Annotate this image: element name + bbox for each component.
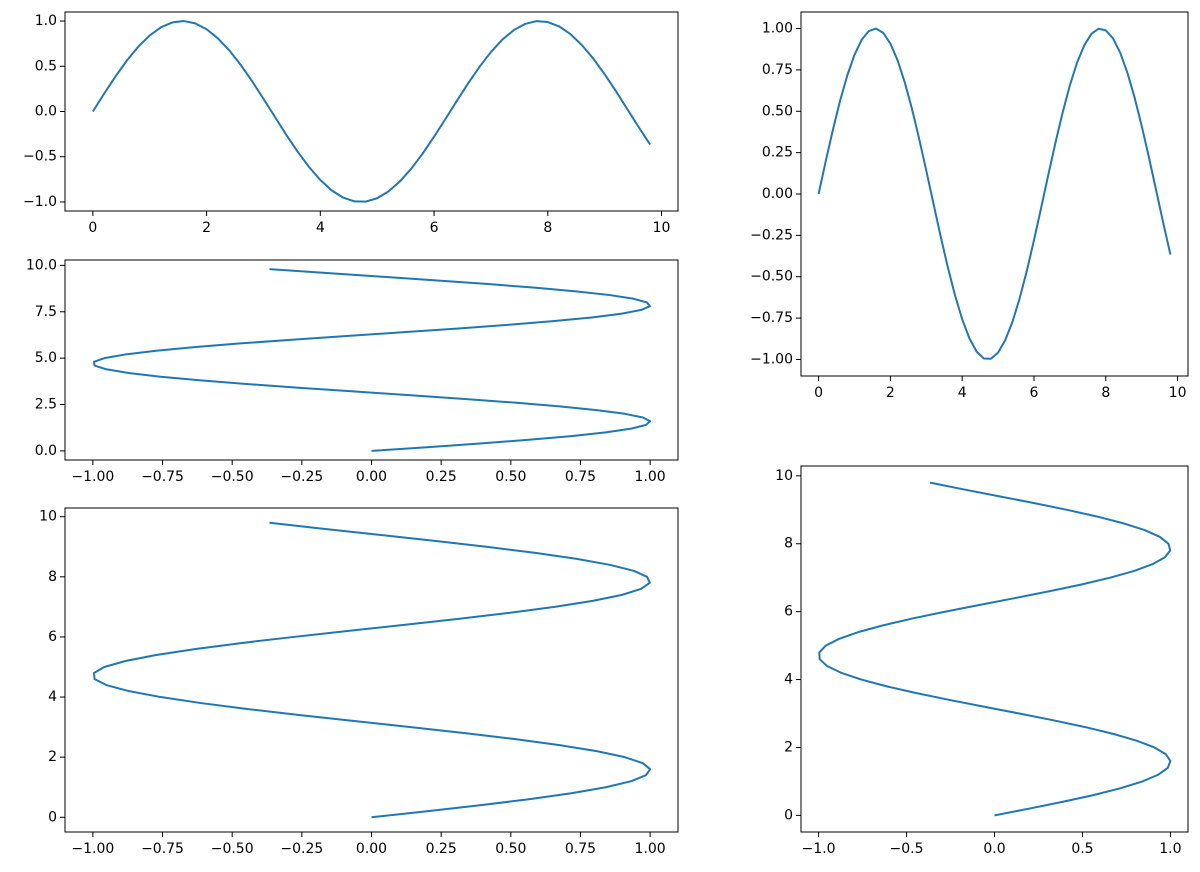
axes-background [65,508,678,832]
x-tick-label: 10 [1169,385,1187,401]
line [92,20,651,203]
x-tick-label: 0.50 [495,841,526,857]
x-tick-label: 4 [958,385,967,401]
y-tick-label: 0.0 [35,104,57,120]
x-tick-label: −1.0 [802,841,836,857]
x-tick-label: −0.25 [280,841,323,857]
y-tick-label: 6 [784,604,793,620]
x-tick-label: −0.5 [890,841,924,857]
x-tick-label: −0.25 [280,469,323,485]
x-tick-label: 6 [1030,385,1039,401]
y-tick-label: 0.0 [35,443,57,459]
x-tick-label: 10 [653,220,671,236]
x-tick-label: −0.50 [211,469,254,485]
y-tick-label: 0 [784,807,793,823]
y-tick-label: 0.50 [762,103,793,119]
axes-background [65,260,678,460]
x-tick-label: 0.0 [983,841,1005,857]
x-tick-label: 1.0 [1159,841,1181,857]
axes-background [801,12,1188,376]
y-tick-label: 6 [48,629,57,645]
y-tick-label: −0.5 [23,149,57,165]
x-tick-label: 0.75 [565,841,596,857]
y-tick-label: 10 [775,468,793,484]
y-tick-label: 2 [48,749,57,765]
x-tick-label: 6 [430,220,439,236]
axes-background [801,466,1188,832]
y-tick-label: 0.00 [762,186,793,202]
x-tick-label: −1.00 [71,469,114,485]
x-tick-label: 1.00 [635,469,666,485]
line [92,268,652,452]
x-tick-label: −0.50 [211,841,254,857]
x-tick-label: 0.5 [1071,841,1093,857]
x-tick-label: 8 [1101,385,1110,401]
x-tick-label: 0 [814,385,823,401]
y-tick-label: 2.5 [35,397,57,413]
x-tick-label: 1.00 [635,841,666,857]
line [92,521,652,819]
y-tick-label: 1.00 [762,21,793,37]
y-tick-label: 2 [784,739,793,755]
y-tick-label: 8 [48,569,57,585]
y-tick-label: 1.0 [35,13,57,29]
axes-background [65,12,678,211]
x-tick-label: 0 [88,220,97,236]
x-tick-label: 4 [316,220,325,236]
y-tick-label: 4 [48,689,57,705]
x-tick-label: 0.00 [356,469,387,485]
y-tick-label: −1.00 [750,351,793,367]
y-tick-label: 10.0 [26,257,57,273]
y-tick-label: 5.0 [35,350,57,366]
y-tick-label: −0.50 [750,269,793,285]
y-tick-label: 10 [39,509,57,525]
y-tick-label: 7.5 [35,304,57,320]
y-tick-label: −1.0 [23,194,57,210]
x-tick-label: 0.25 [426,841,457,857]
x-tick-label: 8 [543,220,552,236]
y-tick-label: 8 [784,536,793,552]
y-tick-label: −0.25 [750,227,793,243]
y-tick-label: −0.75 [750,310,793,326]
x-tick-label: 2 [886,385,895,401]
x-tick-label: 0.50 [495,469,526,485]
line [817,27,1172,360]
y-tick-label: 0.75 [762,62,793,78]
x-tick-label: 0.00 [356,841,387,857]
x-tick-label: −0.75 [141,469,184,485]
y-tick-label: 0.5 [35,58,57,74]
x-tick-label: 0.75 [565,469,596,485]
x-tick-label: 0.25 [426,469,457,485]
x-tick-label: −1.00 [71,841,114,857]
y-tick-label: 4 [784,672,793,688]
y-tick-label: 0.25 [762,145,793,161]
y-tick-label: 0 [48,809,57,825]
x-tick-label: −0.75 [141,841,184,857]
x-tick-label: 2 [202,220,211,236]
line [818,481,1172,817]
